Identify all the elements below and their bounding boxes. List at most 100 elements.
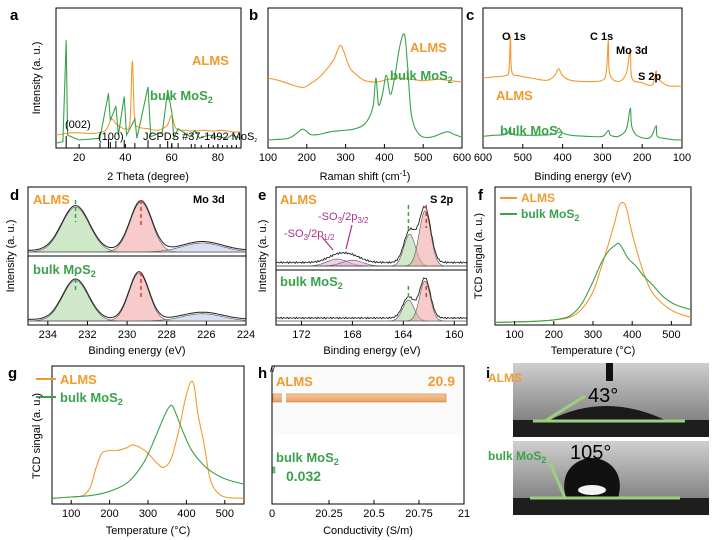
b-series-bulk-line [267,33,463,141]
h-xlabel: Conductivity (S/m) [323,525,413,537]
panel-f: f ALMS bulk MoS2 100 200 300 400 500 Tempera… [473,186,692,357]
h-cat-bulk: bulk MoS2 [276,450,339,467]
h-xtick-label: 20.25 [315,508,343,520]
h-axis-break: // [270,364,276,374]
g-xtick-label: 400 [177,508,195,520]
h-value-alms: 20.9 [428,373,455,389]
h-bar-break [282,392,286,404]
a-legend-bulk: bulk MoS2 [150,88,213,105]
panel-h: h ALMS 20.9 bulk MoS2 0.032 0 20.25 20.5 20… [258,364,470,537]
h-xtick-label: 20.75 [405,508,433,520]
b-xtick-label: 600 [453,152,471,164]
i-drop-reflect [578,485,606,495]
f-xtick-label: 500 [662,329,680,341]
c-xtick-label: 300 [593,152,611,164]
c-xtick-label: 400 [553,152,571,164]
c-annot-o1s: O 1s [502,31,526,43]
panel-h-frame [271,365,465,505]
h-bar-bulk [272,466,276,474]
c-legend-bulk: bulk MoS2 [500,123,563,140]
g-series-alms-line [51,380,245,499]
f-ylabel: TCD singal (a. u.) [473,213,485,299]
i-droplet-alms: 43° ALMS [488,363,709,437]
i-tangent-alms [544,394,586,423]
b-xtick-label: 400 [375,152,393,164]
i-surface-bulk [513,498,709,515]
i-angle-bulk: 105° [570,442,611,464]
e-ylabel: Intensity (a. u.) [257,220,269,293]
d-xlabel: Binding energy (eV) [88,345,185,357]
a-xtick-label: 40 [119,152,131,164]
panel-e-frame [275,186,468,326]
c-xtick-label: 500 [514,152,532,164]
a-series-bulk-line [55,40,242,144]
g-series-bulk-line [51,404,245,499]
f-xtick-label: 100 [505,329,523,341]
b-xtick-label: 300 [336,152,354,164]
e-annot-so3-32: -SO3/2p3/2 [318,211,369,225]
panel-h-label: h [258,365,267,382]
b-series-alms-line [267,44,463,88]
e-arrow-1 [321,236,334,251]
i-needle-alms [606,363,613,381]
e-fit-component [276,280,467,322]
i-surface-alms [513,420,709,437]
d-title: Mo 3d [193,194,225,206]
e-legend-alms: ALMS [280,192,317,207]
c-legend-alms: ALMS [496,88,533,103]
d-envelope [27,199,247,251]
g-legend-bulk: bulk MoS2 [60,390,123,407]
panel-b: b ALMS bulk MoS2 100 200 300 400 500 600 Rama… [249,7,471,183]
i-drop-alms [550,406,665,420]
c-series-bulk-line [482,107,683,141]
g-legend-alms: ALMS [60,372,97,387]
a-xtick-label: 60 [166,152,178,164]
panel-g: g ALMS bulk MoS2 100 200 300 400 500 Tempera… [8,365,245,537]
b-xtick-label: 100 [259,152,277,164]
c-xlabel: Binding energy (eV) [534,171,631,183]
g-xtick-label: 200 [100,508,118,520]
g-xtick-label: 100 [62,508,80,520]
a-xtick-label: 80 [212,152,224,164]
d-fit-component [28,313,247,322]
h-xtick-label: 20.5 [363,508,384,520]
d-xtick-label: 230 [118,329,136,341]
panel-i-label: i [486,365,490,382]
c-xtick-label: 100 [673,152,691,164]
a-ylabel: Intensity (a. u.) [31,42,43,115]
h-cat-alms: ALMS [276,374,313,389]
a-annot-100: (100) [98,131,124,143]
c-series-alms-line [482,35,683,87]
b-legend-alms: ALMS [410,40,447,55]
h-bar-alms [272,393,447,403]
e-fit-component [276,210,467,267]
i-tangent-bulk [548,462,567,499]
panel-e-label: e [258,187,266,204]
f-legend-bulk: bulk MoS2 [521,207,579,223]
f-xlabel: Temperature (°C) [551,345,635,357]
panel-c: c O 1s C 1s Mo 3d S 2p ALMS bulk MoS2 60… [466,7,691,183]
d-legend-alms: ALMS [33,192,70,207]
f-legend-alms: ALMS [521,191,555,205]
panel-a-label: a [10,7,19,24]
c-annot-mo3d: Mo 3d [616,45,648,57]
d-xtick-label: 226 [197,329,215,341]
a-xlabel: 2 Theta (degree) [107,171,189,183]
e-xlabel: Binding energy (eV) [323,345,420,357]
panel-c-label: c [466,7,474,24]
panel-a: a (002) (100) JCPDS #37-1492 MoS2 ALMS b… [10,7,257,183]
panel-g-label: g [8,365,17,382]
c-xtick-label: 200 [633,152,651,164]
d-xtick-label: 224 [237,329,255,341]
panel-d-label: d [10,187,19,204]
g-xtick-label: 500 [216,508,234,520]
b-xtick-label: 200 [298,152,316,164]
d-fit-component [28,242,247,253]
e-annot-so3-12: -SO3/2p1/2 [284,228,335,242]
e-arrow-2 [345,224,353,250]
i-droplet-bulk: 105° bulk MoS2 [488,441,709,515]
i-cat-alms: ALMS [488,371,522,385]
d-legend-bulk: bulk MoS2 [33,262,96,279]
g-xlabel: Temperature (°C) [106,525,190,537]
